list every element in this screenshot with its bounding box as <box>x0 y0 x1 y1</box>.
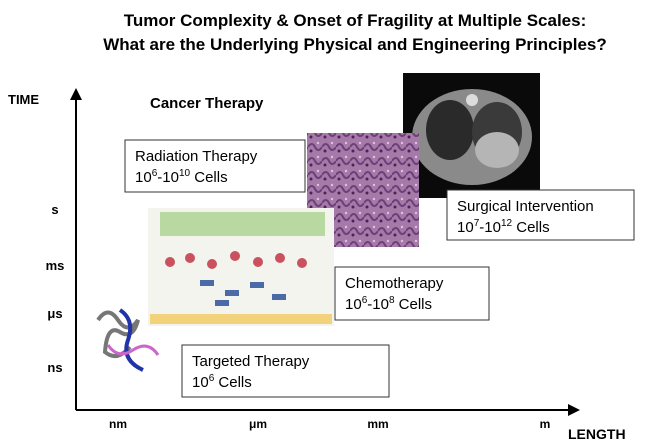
text-run: 10 <box>345 296 362 313</box>
axes <box>75 96 572 411</box>
text-run: Cells <box>214 374 252 391</box>
y-tick-label: ns <box>47 360 62 375</box>
text-run: 10 <box>192 374 209 391</box>
pathway-image <box>148 208 334 326</box>
therapy-name: Targeted Therapy <box>192 353 310 370</box>
cell-count: 106-1010 Cells <box>135 168 228 186</box>
cell-count: 106 Cells <box>192 373 252 391</box>
text-run: Cells <box>190 169 228 186</box>
superscript: 6 <box>209 373 215 384</box>
therapy-name: Chemotherapy <box>345 275 444 292</box>
x-tick-label: μm <box>249 417 267 431</box>
therapy-box <box>181 344 390 398</box>
y-axis-label: TIME <box>8 92 39 107</box>
text-run: 10 <box>135 169 152 186</box>
cell-count: 106-108 Cells <box>345 295 432 313</box>
text-run: Cells <box>395 296 433 313</box>
superscript: 8 <box>389 295 395 306</box>
superscript: 7 <box>474 218 480 229</box>
text-run: Cells <box>512 219 550 236</box>
superscript: 6 <box>152 168 158 179</box>
therapy-name: Radiation Therapy <box>135 148 258 165</box>
y-tick-label: ms <box>46 258 65 273</box>
cell-count: 107-1012 Cells <box>457 218 550 236</box>
therapy-box <box>124 139 306 193</box>
x-tick-label: mm <box>367 417 388 431</box>
text-run: -10 <box>367 296 389 313</box>
x-tick-label: m <box>540 417 551 431</box>
text-run: -10 <box>157 169 179 186</box>
protein-image <box>96 308 160 372</box>
section-label: Cancer Therapy <box>150 95 264 112</box>
text-run: 10 <box>457 219 474 236</box>
therapy-box <box>334 266 490 321</box>
therapy-name: Surgical Intervention <box>457 198 594 215</box>
y-tick-label: s <box>51 202 58 217</box>
superscript: 12 <box>501 218 513 229</box>
x-axis-label: LENGTH <box>568 426 626 442</box>
y-tick-label: μs <box>47 306 62 321</box>
title-line: What are the Underlying Physical and Eng… <box>103 35 607 54</box>
ct-scan-image <box>403 73 540 198</box>
therapy-box <box>446 189 635 241</box>
title-line: Tumor Complexity & Onset of Fragility at… <box>124 11 587 30</box>
superscript: 6 <box>362 295 368 306</box>
text-run: -10 <box>479 219 501 236</box>
superscript: 10 <box>179 168 191 179</box>
x-tick-label: nm <box>109 417 127 431</box>
